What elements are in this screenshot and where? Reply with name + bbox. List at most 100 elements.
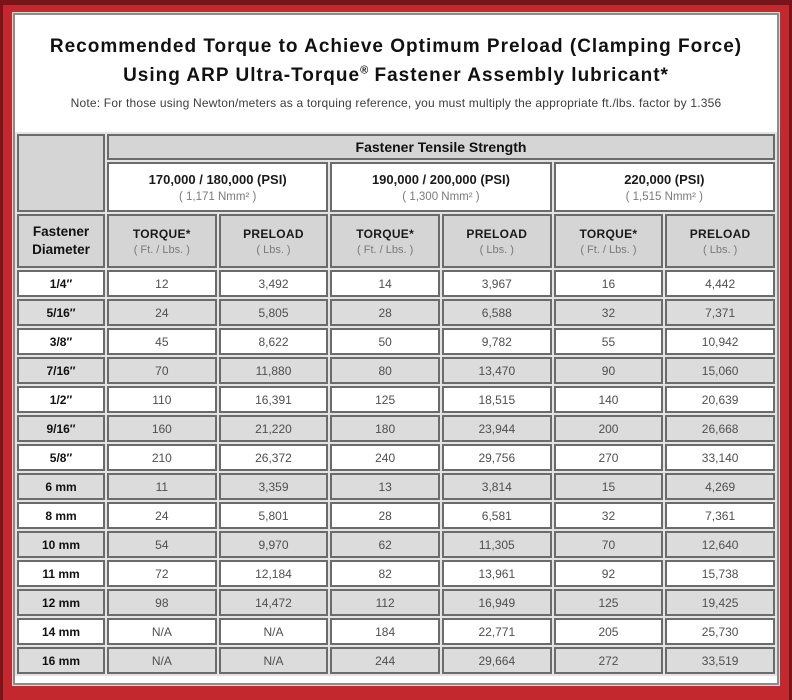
- nmm-rating-label: ( 1,171 Nmm² ): [178, 190, 257, 203]
- torque-value-cell: 110: [107, 386, 217, 413]
- table-row: 11 mm 72 12,184 82 13,961 92 15,738: [17, 560, 775, 587]
- torque-value-cell: 24: [107, 502, 217, 529]
- psi-header-cell: 190,000 / 200,000 (PSI) ( 1,300 Nmm² ): [330, 162, 552, 212]
- torque-label: TORQUE*: [132, 226, 191, 241]
- torque-value-cell: 70: [553, 531, 664, 558]
- preload-value-cell: 19,425: [665, 589, 775, 616]
- torque-units-label: ( Ft. / Lbs. ): [357, 243, 414, 256]
- preload-label: PRELOAD: [466, 226, 528, 241]
- torque-value-cell: 24: [107, 299, 217, 326]
- preload-value-cell: 5,805: [218, 299, 329, 326]
- preload-value-cell: 7,361: [665, 502, 775, 529]
- torque-value-cell: 80: [330, 357, 440, 384]
- preload-value-cell: 4,442: [665, 270, 775, 297]
- preload-value-cell: 7,371: [665, 299, 775, 326]
- preload-value-cell: 11,305: [441, 531, 552, 558]
- preload-value-cell: 16,391: [218, 386, 329, 413]
- torque-value-cell: 13: [330, 473, 440, 500]
- torque-header-cell: TORQUE* ( Ft. / Lbs. ): [107, 214, 217, 268]
- diameter-cell: 1/4″: [17, 270, 105, 297]
- table-row: 5/8″ 210 26,372 240 29,756 270 33,140: [17, 444, 775, 471]
- preload-value-cell: 12,184: [218, 560, 329, 587]
- psi-header-cell: 170,000 / 180,000 (PSI) ( 1,171 Nmm² ): [107, 162, 329, 212]
- torque-value-cell: 272: [553, 647, 664, 674]
- preload-value-cell: 29,756: [441, 444, 552, 471]
- torque-value-cell: 62: [330, 531, 440, 558]
- torque-value-cell: 98: [107, 589, 217, 616]
- preload-value-cell: 13,961: [441, 560, 552, 587]
- preload-value-cell: 3,492: [218, 270, 329, 297]
- corner-cell: [17, 134, 105, 212]
- preload-value-cell: 29,664: [441, 647, 552, 674]
- psi-header-row: 170,000 / 180,000 (PSI) ( 1,171 Nmm² ) 1…: [17, 162, 775, 212]
- preload-label: PRELOAD: [689, 226, 751, 241]
- frame-accent-right: [789, 0, 792, 700]
- torque-units-label: ( Ft. / Lbs. ): [133, 243, 190, 256]
- preload-value-cell: 5,801: [218, 502, 329, 529]
- preload-header-cell: PRELOAD ( Lbs. ): [665, 214, 775, 268]
- torque-value-cell: 125: [553, 589, 664, 616]
- torque-value-cell: 45: [107, 328, 217, 355]
- torque-value-cell: 28: [330, 502, 440, 529]
- diameter-cell: 14 mm: [17, 618, 105, 645]
- preload-label: PRELOAD: [243, 226, 304, 241]
- preload-value-cell: 13,470: [441, 357, 552, 384]
- preload-units-label: ( Lbs. ): [479, 243, 514, 256]
- frame-accent-left: [0, 0, 3, 700]
- table-row: 10 mm 54 9,970 62 11,305 70 12,640: [17, 531, 775, 558]
- torque-value-cell: 125: [330, 386, 440, 413]
- preload-value-cell: 15,060: [665, 357, 775, 384]
- fastener-diameter-header: Fastener Diameter: [17, 214, 105, 268]
- preload-value-cell: 21,220: [218, 415, 329, 442]
- preload-value-cell: 33,519: [665, 647, 775, 674]
- diameter-cell: 9/16″: [17, 415, 105, 442]
- page-title: Recommended Torque to Achieve Optimum Pr…: [25, 33, 767, 90]
- diameter-cell: 1/2″: [17, 386, 105, 413]
- preload-value-cell: 8,622: [218, 328, 329, 355]
- content-card: Recommended Torque to Achieve Optimum Pr…: [13, 13, 779, 685]
- torque-preload-table: Fastener Tensile Strength 170,000 / 180,…: [15, 132, 777, 676]
- torque-value-cell: 270: [553, 444, 664, 471]
- preload-value-cell: 3,359: [218, 473, 329, 500]
- diameter-cell: 12 mm: [17, 589, 105, 616]
- diameter-cell: 5/16″: [17, 299, 105, 326]
- preload-value-cell: 18,515: [441, 386, 552, 413]
- preload-value-cell: 16,949: [441, 589, 552, 616]
- conversion-note: Note: For those using Newton/meters as a…: [70, 96, 722, 110]
- torque-value-cell: 90: [553, 357, 664, 384]
- torque-value-cell: 92: [553, 560, 664, 587]
- torque-value-cell: 244: [330, 647, 440, 674]
- torque-value-cell: 16: [553, 270, 664, 297]
- torque-label: TORQUE*: [356, 226, 415, 241]
- column-subheader-row: Fastener Diameter TORQUE* ( Ft. / Lbs. )…: [17, 214, 775, 268]
- psi-header-cell: 220,000 (PSI) ( 1,515 Nmm² ): [553, 162, 775, 212]
- psi-rating-label: 170,000 / 180,000 (PSI): [148, 171, 287, 187]
- preload-value-cell: N/A: [218, 618, 329, 645]
- torque-value-cell: 32: [553, 299, 664, 326]
- torque-value-cell: 11: [107, 473, 217, 500]
- table-row: 8 mm 24 5,801 28 6,581 32 7,361: [17, 502, 775, 529]
- table-row: 12 mm 98 14,472 112 16,949 125 19,425: [17, 589, 775, 616]
- diameter-cell: 16 mm: [17, 647, 105, 674]
- table-row: 9/16″ 160 21,220 180 23,944 200 26,668: [17, 415, 775, 442]
- torque-value-cell: 82: [330, 560, 440, 587]
- title-line2-end: Fastener Assembly lubricant*: [368, 64, 669, 86]
- table-row: 16 mm N/A N/A 244 29,664 272 33,519: [17, 647, 775, 674]
- preload-value-cell: 10,942: [665, 328, 775, 355]
- table-row: 1/4″ 12 3,492 14 3,967 16 4,442: [17, 270, 775, 297]
- torque-value-cell: 200: [553, 415, 664, 442]
- preload-value-cell: 26,372: [218, 444, 329, 471]
- torque-value-cell: 28: [330, 299, 440, 326]
- torque-value-cell: N/A: [107, 647, 217, 674]
- preload-value-cell: 3,967: [441, 270, 552, 297]
- nmm-rating-label: ( 1,300 Nmm² ): [402, 190, 480, 203]
- preload-value-cell: 4,269: [665, 473, 775, 500]
- table-row: 6 mm 11 3,359 13 3,814 15 4,269: [17, 473, 775, 500]
- preload-value-cell: 6,588: [441, 299, 552, 326]
- preload-value-cell: 23,944: [441, 415, 552, 442]
- torque-value-cell: 140: [553, 386, 664, 413]
- preload-value-cell: 22,771: [441, 618, 552, 645]
- torque-value-cell: 240: [330, 444, 440, 471]
- torque-value-cell: 184: [330, 618, 440, 645]
- preload-value-cell: 6,581: [441, 502, 552, 529]
